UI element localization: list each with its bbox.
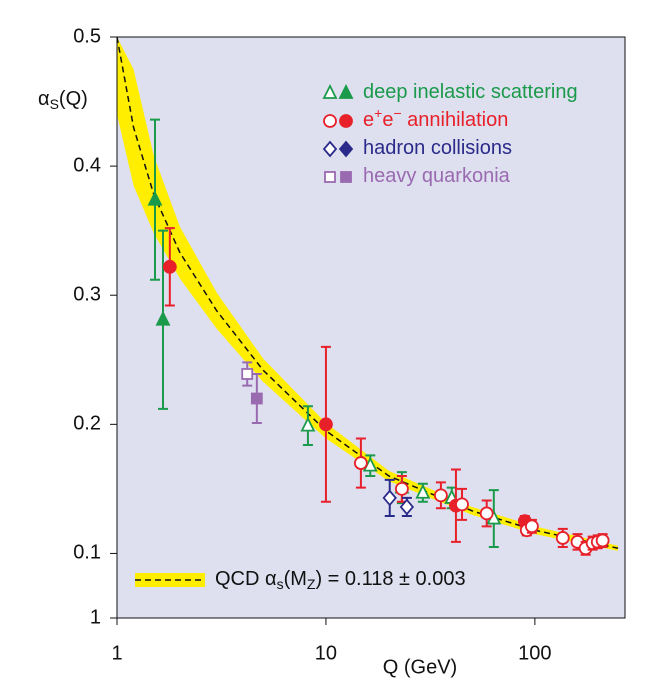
label-part: e	[363, 109, 374, 131]
legend-marker	[338, 83, 354, 99]
marker	[147, 190, 163, 206]
label-part: Z	[307, 576, 316, 592]
legend-marker	[340, 171, 352, 183]
label: deep inelastic scattering	[363, 81, 578, 103]
label-part: QCD α	[215, 568, 277, 590]
marker	[353, 456, 368, 470]
marker	[595, 533, 610, 548]
label-part: α	[38, 88, 50, 110]
legend-marker	[339, 114, 353, 128]
label-part: s	[277, 576, 284, 592]
band	[117, 37, 619, 551]
label-part: −	[393, 105, 401, 121]
marker	[155, 310, 171, 326]
marker	[555, 531, 570, 545]
label-part: (Q)	[59, 88, 88, 110]
legend-marker	[322, 140, 338, 158]
plot-frame	[116, 36, 626, 619]
label: αS(Q)	[38, 88, 88, 111]
marker	[300, 416, 316, 432]
label-part: hadron collisions	[363, 137, 512, 159]
x-tick-label: 10	[315, 642, 337, 664]
legend-marker	[324, 171, 336, 183]
marker	[479, 506, 494, 521]
marker	[250, 392, 263, 405]
y-tick-label: 0.5	[73, 25, 101, 47]
y-tick-label: 1	[90, 606, 101, 628]
label-part: +	[374, 105, 382, 121]
x-axis-label: Q (GeV)	[383, 656, 457, 678]
label-part: heavy quarkonia	[363, 165, 511, 187]
plot-area	[117, 37, 625, 618]
y-tick-label: 0.2	[73, 413, 101, 435]
marker	[525, 519, 539, 534]
marker	[455, 497, 469, 512]
label-part: e	[382, 109, 393, 131]
label: QCD αs(MZ) = 0.118 ± 0.003	[215, 568, 466, 591]
y-tick-label: 0.4	[73, 154, 101, 176]
marker	[241, 368, 254, 380]
marker	[433, 488, 448, 503]
x-tick-label: 1	[111, 642, 122, 664]
y-tick-label: 0.3	[73, 284, 101, 306]
marker	[382, 489, 397, 507]
label: heavy quarkonia	[363, 165, 511, 187]
legend-marker	[322, 83, 338, 99]
legend-marker	[338, 140, 354, 158]
marker	[399, 498, 415, 516]
label-part: annihilation	[402, 109, 509, 131]
marker	[319, 417, 333, 432]
legend-marker	[323, 114, 337, 128]
marker	[162, 259, 177, 274]
marker	[415, 483, 431, 499]
label-part: S	[50, 96, 59, 112]
y-tick-label: 0.1	[73, 542, 101, 564]
label: hadron collisions	[363, 137, 512, 159]
label-part: (M	[284, 568, 307, 590]
marker	[395, 481, 409, 496]
label-part: deep inelastic scattering	[363, 81, 578, 103]
label-part: ) = 0.118 ± 0.003	[315, 568, 465, 590]
label: e+e− annihilation	[363, 105, 508, 132]
x-tick-label: 100	[518, 642, 551, 664]
